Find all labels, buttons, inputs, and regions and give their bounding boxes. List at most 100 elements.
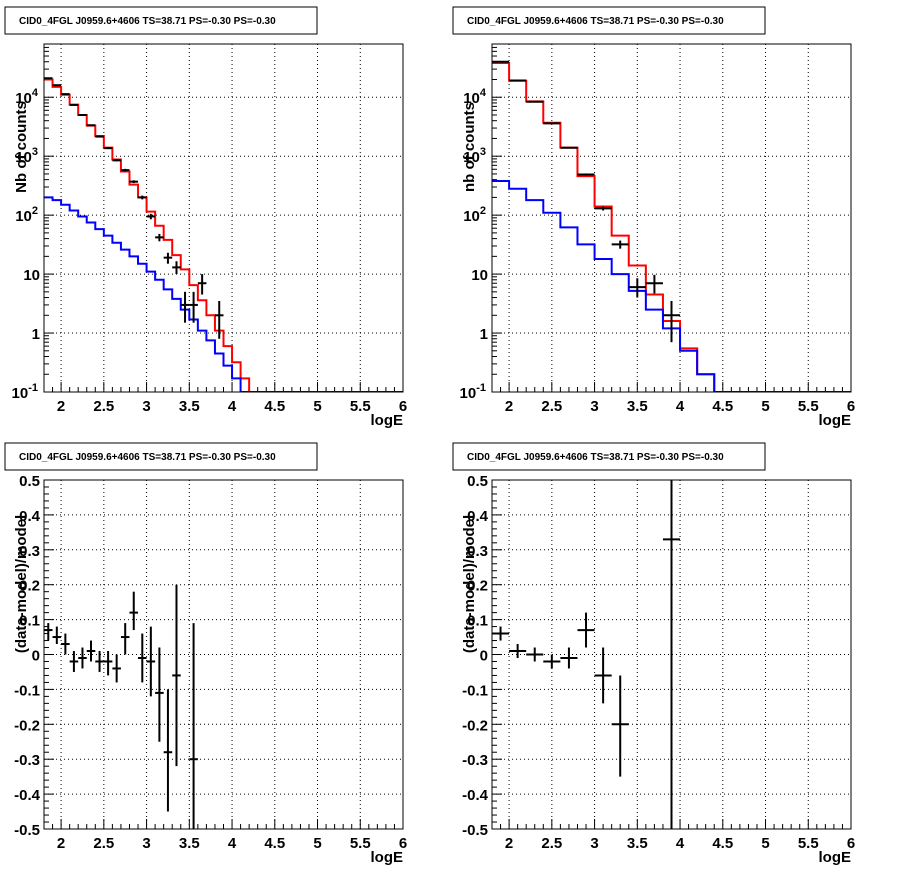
y-tick-label: -0.3 [462, 752, 488, 769]
y-tick-label: 0 [32, 648, 40, 665]
x-tick-label: 4 [676, 398, 685, 415]
y-tick-label: 0 [480, 648, 488, 665]
x-tick-label: 4 [228, 398, 237, 415]
chart-3: CID0_4FGL J0959.6+4606 TS=38.71 PS=-0.30… [4, 442, 407, 866]
series-group [492, 60, 851, 392]
x-tick-label: 5.5 [350, 835, 371, 852]
y-tick-label: 10 [23, 267, 40, 284]
x-tick-label: 2 [505, 398, 513, 415]
x-tick-label: 5 [313, 398, 321, 415]
series-line-red-model [44, 78, 403, 392]
series-line-blue-model [44, 196, 403, 392]
y-tick-label: -0.4 [14, 787, 41, 804]
chart-title-box [452, 6, 766, 35]
y-tick-label: 0.4 [467, 508, 489, 525]
x-axis-title: logE [371, 412, 404, 429]
x-tick-label: 5 [313, 835, 321, 852]
y-tick-label: -0.3 [14, 752, 40, 769]
y-tick-label: -0.2 [462, 717, 488, 734]
y-tick-label: 104 [15, 87, 39, 107]
y-tick-label: 0.2 [19, 578, 40, 595]
y-tick-label: 102 [463, 205, 486, 225]
y-tick-label: -0.5 [14, 822, 40, 839]
x-tick-label: 5.5 [350, 398, 371, 415]
y-tick-label: 1 [480, 326, 488, 343]
x-tick-label: 4.5 [712, 398, 733, 415]
x-tick-label: 3.5 [179, 398, 200, 415]
y-tick-label: 0.3 [467, 543, 488, 560]
x-tick-label: 6 [399, 398, 407, 415]
x-tick-label: 3 [590, 398, 598, 415]
chart-title: CID0_4FGL J0959.6+4606 TS=38.71 PS=-0.30… [19, 16, 276, 27]
plot-frame [491, 43, 852, 393]
y-tick-label: 10 [471, 267, 488, 284]
y-tick-label: -0.4 [462, 787, 489, 804]
y-axis-title: nb of counts [461, 102, 478, 192]
y-tick-label: 1 [32, 326, 40, 343]
chart-title-box [452, 442, 766, 471]
plot-frame [43, 479, 404, 830]
x-tick-label: 5 [761, 398, 769, 415]
x-tick-label: 6 [847, 398, 855, 415]
x-axis-title: logE [819, 412, 852, 429]
chart-title: CID0_4FGL J0959.6+4606 TS=38.71 PS=-0.30… [467, 16, 724, 27]
x-tick-label: 3 [142, 835, 150, 852]
y-tick-label: 103 [15, 146, 38, 166]
x-tick-label: 4.5 [264, 835, 285, 852]
y-tick-label: 10-1 [12, 382, 38, 402]
y-tick-label: 104 [463, 87, 487, 107]
x-tick-label: 5.5 [798, 398, 819, 415]
plot-frame [491, 479, 852, 830]
chart-title-box [4, 442, 318, 471]
series-line-red-model [492, 62, 851, 392]
series-line-blue-model [492, 179, 851, 392]
x-tick-label: 3 [590, 835, 598, 852]
series-group [492, 480, 681, 829]
x-tick-label: 3.5 [627, 398, 648, 415]
x-tick-label: 2.5 [93, 398, 114, 415]
y-tick-label: 102 [15, 205, 38, 225]
x-tick-label: 5.5 [798, 835, 819, 852]
y-tick-label: 0.1 [467, 613, 488, 630]
x-tick-label: 5 [761, 835, 769, 852]
y-tick-label: -0.5 [462, 822, 488, 839]
y-tick-label: 0.1 [19, 613, 40, 630]
y-axis-title: Nb of counts [13, 101, 30, 193]
y-tick-label: 0.4 [19, 508, 41, 525]
plot-frame [43, 43, 404, 393]
x-tick-label: 3 [142, 398, 150, 415]
chart-title-box [4, 6, 318, 35]
y-tick-label: -0.1 [462, 682, 488, 699]
y-axis-title: (data-model)/model [461, 515, 478, 653]
chart-2: CID0_4FGL J0959.6+4606 TS=38.71 PS=-0.30… [452, 6, 855, 429]
y-tick-label: 0.3 [19, 543, 40, 560]
x-tick-label: 2 [57, 835, 65, 852]
x-tick-label: 3.5 [179, 835, 200, 852]
y-tick-label: 0.5 [467, 473, 488, 490]
chart-1: CID0_4FGL J0959.6+4606 TS=38.71 PS=-0.30… [4, 6, 407, 429]
chart-4: CID0_4FGL J0959.6+4606 TS=38.71 PS=-0.30… [452, 442, 855, 866]
y-tick-label: 0.2 [467, 578, 488, 595]
chart-title: CID0_4FGL J0959.6+4606 TS=38.71 PS=-0.30… [19, 452, 276, 463]
x-tick-label: 4 [676, 835, 685, 852]
y-axis-title: (data-model)/model [13, 515, 30, 653]
y-tick-label: 103 [463, 146, 486, 166]
x-tick-label: 6 [847, 835, 855, 852]
x-tick-label: 2 [57, 398, 65, 415]
y-tick-label: -0.2 [14, 717, 40, 734]
x-axis-title: logE [371, 849, 404, 866]
x-tick-label: 2 [505, 835, 513, 852]
x-tick-label: 4.5 [264, 398, 285, 415]
x-tick-label: 2.5 [541, 835, 562, 852]
x-tick-label: 6 [399, 835, 407, 852]
x-tick-label: 4 [228, 835, 237, 852]
y-tick-label: 0.5 [19, 473, 40, 490]
x-tick-label: 4.5 [712, 835, 733, 852]
y-tick-label: 10-1 [460, 382, 486, 402]
x-tick-label: 2.5 [541, 398, 562, 415]
series-group [44, 584, 198, 829]
y-tick-label: -0.1 [14, 682, 40, 699]
x-axis-title: logE [819, 849, 852, 866]
